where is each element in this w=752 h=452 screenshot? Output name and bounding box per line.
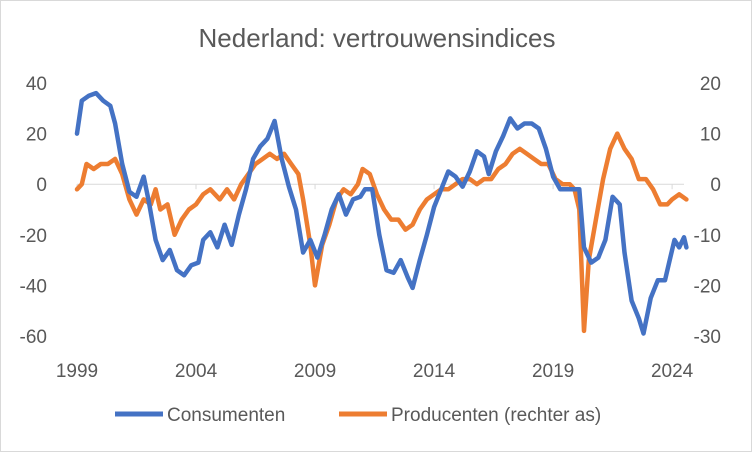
x-tick-label: 2004 [175,361,218,382]
x-tick-label: 2009 [294,361,336,382]
left-tick-label: 0 [36,175,47,196]
x-tick-label: 2024 [651,361,694,382]
series-line-consumenten [74,90,689,336]
right-tick-label: -30 [694,327,721,348]
left-tick-label: -40 [20,276,47,297]
legend-label-consumenten: Consumenten [167,405,285,426]
right-tick-label: 0 [710,175,721,196]
x-axis-ticks: 1999 2004 2009 2014 2019 2024 [56,361,694,382]
left-axis-ticks: 40 20 0 -20 -40 -60 [20,74,47,348]
x-tick-label: 2014 [413,361,456,382]
right-tick-label: 20 [700,74,721,95]
legend: Consumenten Producenten (rechter as) [115,405,601,426]
legend-label-producenten: Producenten (rechter as) [391,405,601,426]
series-line-producenten [74,131,689,334]
x-tick-label: 2019 [532,361,574,382]
right-axis-ticks: 20 10 0 -10 -20 -30 [694,74,721,348]
series-lines [74,90,689,336]
left-tick-label: -20 [20,226,47,247]
right-tick-label: -10 [694,226,721,247]
left-tick-label: 40 [26,74,47,95]
left-tick-label: -60 [20,327,47,348]
left-tick-label: 20 [26,125,47,146]
chart-title: Nederland: vertrouwensindices [199,23,556,53]
gridlines [76,183,684,190]
right-tick-label: -20 [694,276,721,297]
right-tick-label: 10 [700,125,721,146]
x-tick-label: 1999 [56,361,98,382]
